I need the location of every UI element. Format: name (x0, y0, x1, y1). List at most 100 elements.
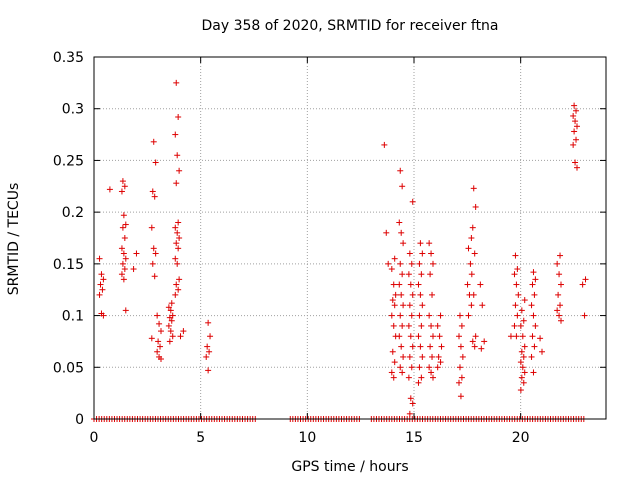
y-tick-label: 0.25 (53, 153, 84, 169)
data-point (174, 152, 181, 159)
data-point (581, 312, 588, 319)
data-point (517, 322, 524, 329)
data-point (472, 203, 479, 210)
data-point (407, 281, 414, 288)
data-point (520, 317, 527, 324)
data-point (530, 369, 537, 376)
data-point (520, 353, 527, 360)
data-point (570, 141, 577, 148)
data-point (428, 322, 435, 329)
grid-lines (94, 57, 606, 419)
data-point (429, 260, 436, 267)
data-point (532, 322, 539, 329)
data-point (556, 271, 563, 278)
data-point (399, 369, 406, 376)
data-point (427, 343, 434, 350)
data-point (119, 224, 126, 231)
data-point (174, 260, 181, 267)
data-point (174, 229, 181, 236)
data-point (579, 281, 586, 288)
data-point (399, 271, 406, 278)
x-tick-label: 15 (405, 430, 423, 446)
data-point (97, 281, 104, 288)
data-point (149, 260, 156, 267)
data-point (155, 338, 162, 345)
data-point (437, 312, 444, 319)
data-point (397, 167, 404, 174)
data-point (519, 364, 526, 371)
data-point (396, 281, 403, 288)
data-point (157, 356, 164, 363)
data-point (416, 312, 423, 319)
data-point (429, 333, 436, 340)
data-point (554, 260, 561, 267)
data-point (98, 271, 105, 278)
data-point (408, 364, 415, 371)
data-point (118, 271, 125, 278)
data-point (573, 123, 580, 130)
data-point (180, 328, 187, 335)
data-point (528, 353, 535, 360)
data-point (426, 312, 433, 319)
data-point (121, 266, 128, 273)
data-point (418, 271, 425, 278)
data-point (557, 281, 564, 288)
data-point (166, 338, 173, 345)
data-point (557, 302, 564, 309)
y-tick-label: 0.15 (53, 257, 84, 273)
data-point (572, 118, 579, 125)
data-point (465, 245, 472, 252)
data-point (173, 180, 180, 187)
data-point (119, 178, 126, 185)
data-point (467, 260, 474, 267)
y-axis-label: SRMTID / TECUs (6, 183, 22, 296)
data-point (532, 276, 539, 283)
data-point (172, 255, 179, 262)
data-point (458, 322, 465, 329)
data-point (398, 291, 405, 298)
data-point (428, 369, 435, 376)
data-point (99, 286, 106, 293)
data-point (409, 400, 416, 407)
data-point (409, 343, 416, 350)
data-point (152, 250, 159, 257)
data-point (417, 343, 424, 350)
data-point (429, 353, 436, 360)
data-point (468, 271, 475, 278)
x-tick-label: 20 (512, 430, 530, 446)
y-tick-label: 0 (75, 412, 84, 428)
data-point (120, 250, 127, 257)
data-point (517, 387, 524, 394)
data-point (154, 348, 161, 355)
data-point (471, 343, 478, 350)
data-point (416, 260, 423, 267)
data-point (166, 314, 173, 321)
x-tick-label: 5 (196, 430, 205, 446)
y-tick-label: 0.05 (53, 360, 84, 376)
data-point (172, 224, 179, 231)
data-point (518, 374, 525, 381)
data-point (514, 266, 521, 273)
data-point (207, 333, 214, 340)
data-point (570, 112, 577, 119)
data-points (91, 79, 589, 422)
data-point (419, 250, 426, 257)
data-point (407, 333, 414, 340)
data-point (437, 359, 444, 366)
data-point (406, 410, 413, 417)
data-point (512, 252, 519, 259)
data-point (148, 224, 155, 231)
data-point (514, 312, 521, 319)
data-point (177, 333, 184, 340)
data-point (397, 260, 404, 267)
data-point (464, 281, 471, 288)
data-point (531, 343, 538, 350)
data-point (469, 224, 476, 231)
axis-ticks: 0 0.05 0.1 0.15 0.2 0.25 0.3 0.35 0 5 10 15 20 (53, 50, 606, 446)
data-point (415, 281, 422, 288)
data-point (408, 312, 415, 319)
data-point (397, 312, 404, 319)
data-point (438, 343, 445, 350)
data-point (530, 312, 537, 319)
y-tick-label: 0.2 (62, 205, 84, 221)
